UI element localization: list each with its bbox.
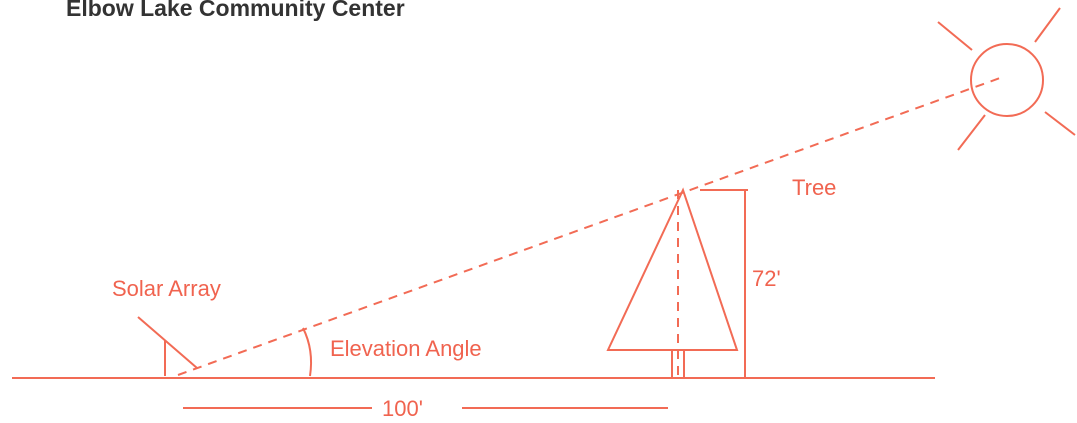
tree xyxy=(608,190,737,378)
angle-label: Elevation Angle xyxy=(330,336,482,361)
distance-label: 100' xyxy=(382,396,423,421)
sight-line xyxy=(178,78,1000,375)
tree-label: Tree xyxy=(792,175,836,200)
title: Elbow Lake Community Center xyxy=(66,0,405,21)
height-label: 72' xyxy=(752,266,781,291)
angle-arc xyxy=(303,328,311,376)
solar-array-label: Solar Array xyxy=(112,276,221,301)
diagram: Elbow Lake Community Center Tree 72' Sol… xyxy=(0,0,1077,423)
sun xyxy=(938,8,1075,150)
solar-array xyxy=(138,317,197,376)
